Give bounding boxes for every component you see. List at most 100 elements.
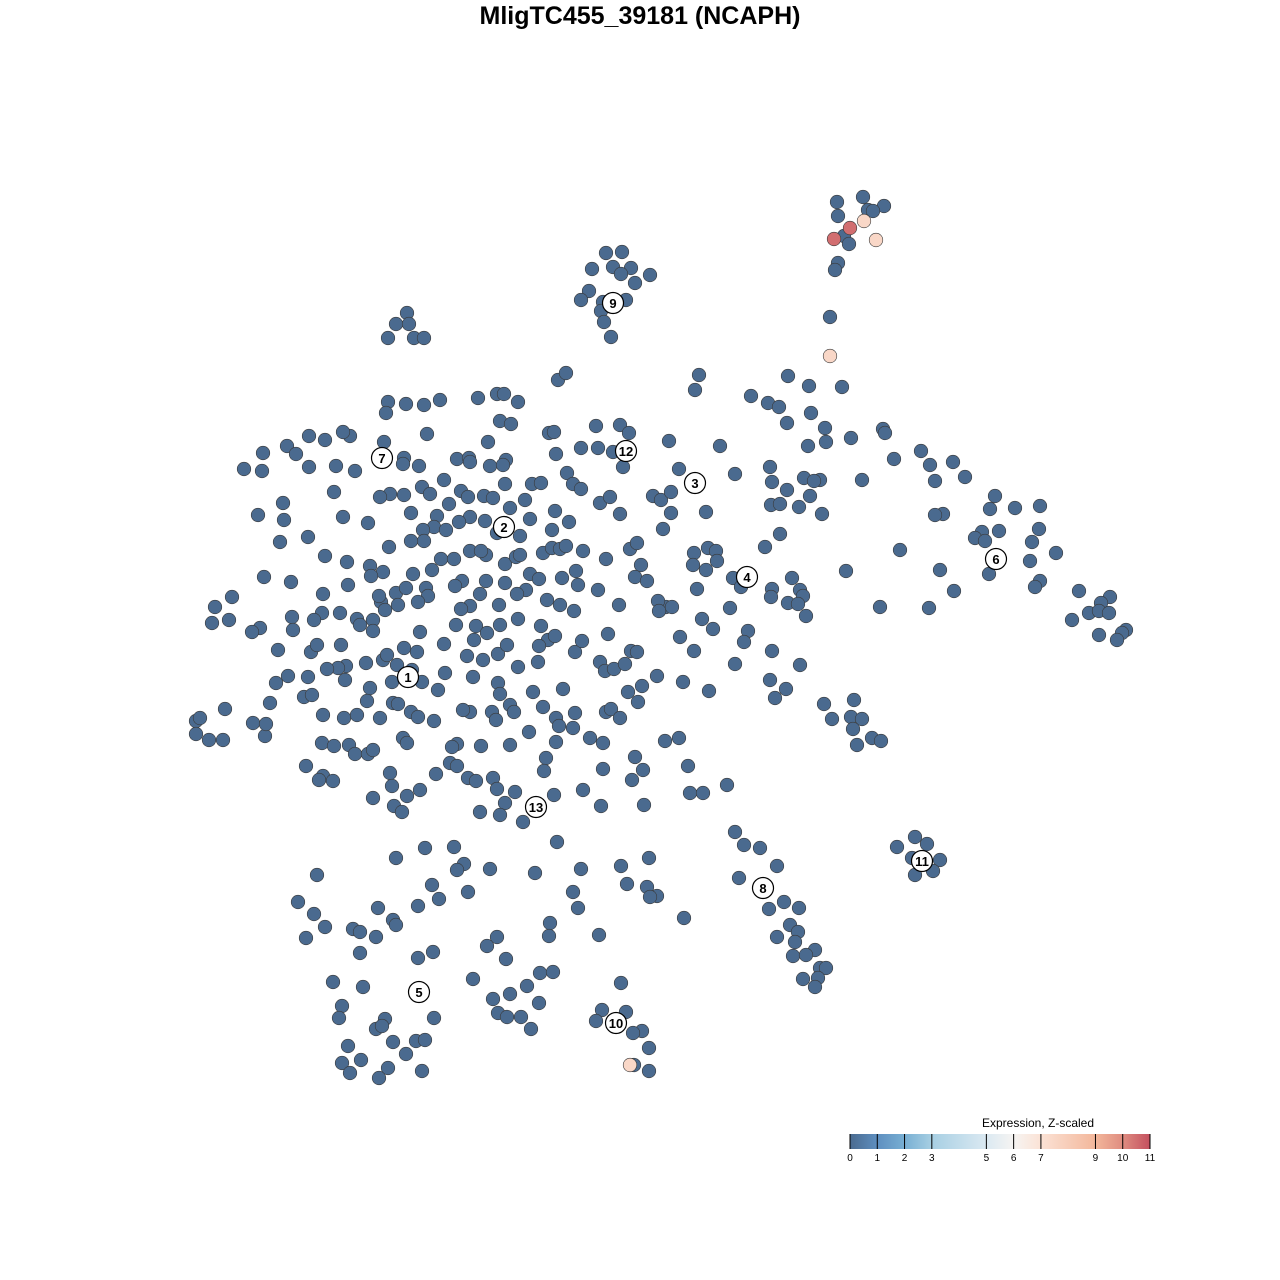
cluster-label-5: 5 (407, 980, 431, 1004)
data-point (446, 551, 462, 567)
data-point (204, 615, 220, 631)
cluster-label-circle (735, 565, 759, 589)
data-point (426, 1010, 442, 1026)
data-point (499, 637, 515, 653)
data-point (913, 443, 929, 459)
data-point (575, 543, 591, 559)
data-point (596, 314, 612, 330)
data-point (762, 459, 778, 475)
data-point (657, 733, 673, 749)
data-point (622, 1057, 638, 1073)
data-point (584, 261, 600, 277)
data-point (465, 971, 481, 987)
data-point (545, 964, 561, 980)
data-point (752, 840, 768, 856)
data-point (633, 557, 649, 573)
data-point (417, 840, 433, 856)
data-point (663, 484, 679, 500)
data-point (530, 654, 546, 670)
data-point (438, 522, 454, 538)
data-point (636, 797, 652, 813)
cluster-label-circle (984, 547, 1008, 571)
data-point (771, 399, 787, 415)
cluster-label-text: 1 (404, 670, 411, 685)
data-point (555, 681, 571, 697)
data-point (727, 824, 743, 840)
data-point (502, 986, 518, 1002)
data-point (877, 425, 893, 441)
data-point (629, 535, 645, 551)
data-point (661, 433, 677, 449)
data-point (525, 684, 541, 700)
data-point (396, 487, 412, 503)
data-point (448, 617, 464, 633)
data-point (639, 573, 655, 589)
data-point (288, 446, 304, 462)
data-point (612, 710, 628, 726)
data-point (314, 735, 330, 751)
data-point (686, 643, 702, 659)
data-point (497, 476, 513, 492)
data-point (315, 707, 331, 723)
data-point (554, 570, 570, 586)
data-point (535, 699, 551, 715)
cluster-label-12: 12 (614, 439, 638, 463)
data-point (215, 732, 231, 748)
data-point (538, 750, 554, 766)
data-point (818, 434, 834, 450)
data-point (565, 884, 581, 900)
data-point (352, 945, 368, 961)
data-point (691, 367, 707, 383)
data-point (776, 894, 792, 910)
colorbar-tick-label: 3 (929, 1153, 935, 1164)
data-point (527, 865, 543, 881)
data-point (466, 632, 482, 648)
data-point (946, 583, 962, 599)
cluster-label-text: 7 (378, 451, 385, 466)
data-point (485, 991, 501, 1007)
data-point (817, 420, 833, 436)
data-point (807, 979, 823, 995)
data-point (390, 696, 406, 712)
data-point (795, 971, 811, 987)
data-point (987, 488, 1003, 504)
data-point (1031, 521, 1047, 537)
data-point (385, 1034, 401, 1050)
data-point (257, 728, 273, 744)
data-point (499, 1009, 515, 1025)
data-point (276, 512, 292, 528)
data-point (547, 628, 563, 644)
data-point (818, 960, 834, 976)
data-point (381, 539, 397, 555)
data-point (1022, 553, 1038, 569)
data-point (641, 850, 657, 866)
data-point (779, 415, 795, 431)
data-point (311, 772, 327, 788)
data-point (558, 538, 574, 554)
colorbar-tick-label: 11 (1145, 1153, 1156, 1164)
data-point (619, 876, 635, 892)
cluster-label-1: 1 (396, 665, 420, 689)
data-point (552, 597, 568, 613)
data-point (217, 701, 233, 717)
data-point (531, 995, 547, 1011)
data-point (365, 790, 381, 806)
data-point (244, 624, 260, 640)
data-point (473, 738, 489, 754)
cluster-label-8: 8 (751, 876, 775, 900)
data-point (784, 570, 800, 586)
data-point (630, 694, 646, 710)
data-point (785, 948, 801, 964)
data-point (595, 761, 611, 777)
data-point (360, 515, 376, 531)
data-point (612, 506, 628, 522)
data-point (472, 586, 488, 602)
data-point (767, 690, 783, 706)
cluster-label-text: 11 (915, 854, 929, 869)
data-point (581, 283, 597, 299)
cluster-label-text: 3 (691, 476, 698, 491)
data-point (868, 232, 884, 248)
data-point (627, 749, 643, 765)
data-point (489, 781, 505, 797)
data-point (515, 814, 531, 830)
